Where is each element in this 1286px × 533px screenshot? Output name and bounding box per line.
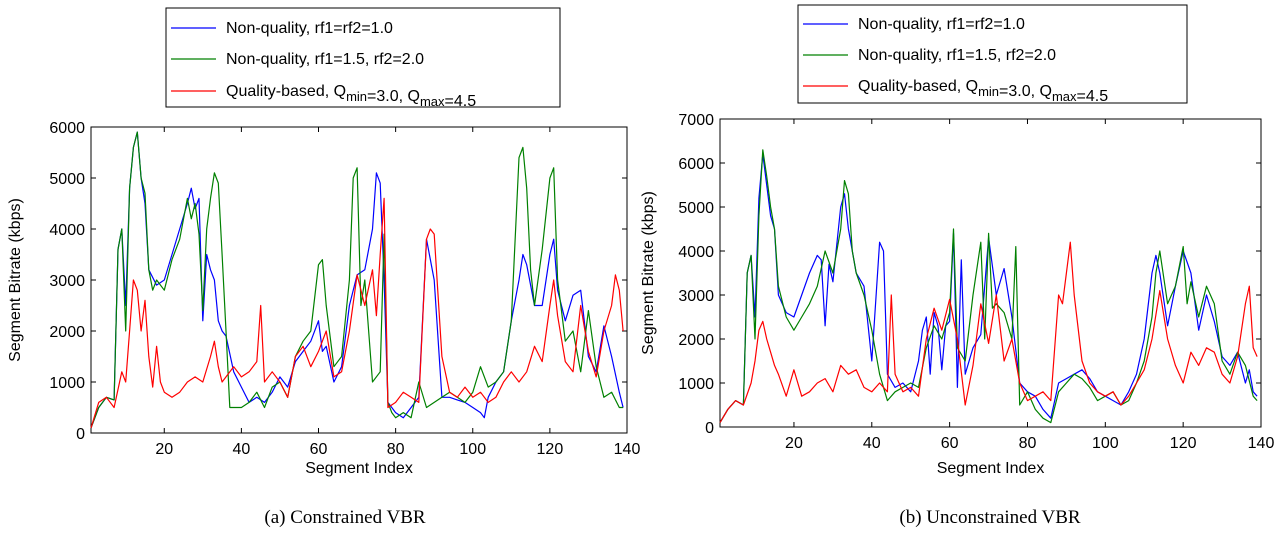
- legend-label-2: Non-quality, rf1=1.5, rf2=2.0: [226, 51, 424, 68]
- chart-constrained-vbr: 0 1000 2000 3000 4000 5000 6000 20 40 60 80 100 120 1…: [7, 7, 641, 528]
- legend-label-3: Quality-based, Qmin=3.0, Qmax=4.5: [226, 83, 476, 110]
- y-tick-label: 6000: [678, 156, 714, 173]
- legend-label-2: Non-quality, rf1=1.5, rf2=2.0: [858, 47, 1056, 64]
- y-tick-label: 3000: [49, 273, 85, 290]
- x-axis-label: Segment Index: [305, 460, 413, 477]
- x-tick-label: 20: [155, 441, 173, 458]
- x-tick-label: 120: [1170, 435, 1197, 452]
- y-axis-label: Segment Bitrate (kbps): [640, 191, 657, 355]
- x-axis-label: Segment Index: [937, 460, 1045, 477]
- x-tick-label: 100: [1092, 435, 1119, 452]
- x-tick-label: 20: [785, 435, 803, 452]
- x-tick-label: 60: [941, 435, 959, 452]
- y-tick-label: 3000: [678, 288, 714, 305]
- y-tick-label: 2000: [678, 332, 714, 349]
- series-line-2: [90, 131, 624, 429]
- y-tick-label: 0: [76, 426, 85, 443]
- y-tick-label: 1000: [49, 375, 85, 392]
- x-tick-label: 140: [614, 441, 641, 458]
- y-tick-label: 5000: [49, 171, 85, 188]
- y-tick-label: 5000: [678, 200, 714, 217]
- x-tick-label: 40: [232, 441, 250, 458]
- y-tick-label: 7000: [678, 112, 714, 129]
- x-tick-label: 140: [1248, 435, 1275, 452]
- x-tick-label: 60: [310, 441, 328, 458]
- y-tick-label: 4000: [49, 222, 85, 239]
- legend: Non-quality, rf1=rf2=1.0 Non-quality, rf1…: [165, 7, 561, 110]
- figure-caption: (a) Constrained VBR: [264, 507, 425, 528]
- y-tick-label: 2000: [49, 324, 85, 341]
- chart-unconstrained-vbr: 0 1000 2000 3000 4000 5000 6000 7000 20 40 60 80 100…: [640, 4, 1275, 528]
- figure-caption: (b) Unconstrained VBR: [899, 507, 1081, 528]
- y-tick-label: 4000: [678, 244, 714, 261]
- legend-label-1: Non-quality, rf1=rf2=1.0: [858, 16, 1025, 33]
- legend-label-1: Non-quality, rf1=rf2=1.0: [226, 20, 393, 37]
- legend: Non-quality, rf1=rf2=1.0 Non-quality, rf1…: [797, 4, 1188, 105]
- series-line-2: [719, 149, 1258, 424]
- legend-box: [165, 7, 561, 108]
- x-tick-label: 120: [537, 441, 564, 458]
- legend-label-3: Quality-based, Qmin=3.0, Qmax=4.5: [858, 78, 1108, 105]
- series-line-3: [90, 197, 624, 429]
- y-tick-label: 6000: [49, 120, 85, 137]
- x-tick-label: 100: [459, 441, 486, 458]
- series-line-3: [719, 241, 1258, 423]
- legend-box: [797, 4, 1188, 104]
- x-tick-label: 80: [1019, 435, 1037, 452]
- x-tick-label: 40: [863, 435, 881, 452]
- y-tick-label: 0: [705, 420, 714, 437]
- y-tick-label: 1000: [678, 376, 714, 393]
- x-tick-label: 80: [387, 441, 405, 458]
- y-axis-label: Segment Bitrate (kbps): [7, 198, 24, 362]
